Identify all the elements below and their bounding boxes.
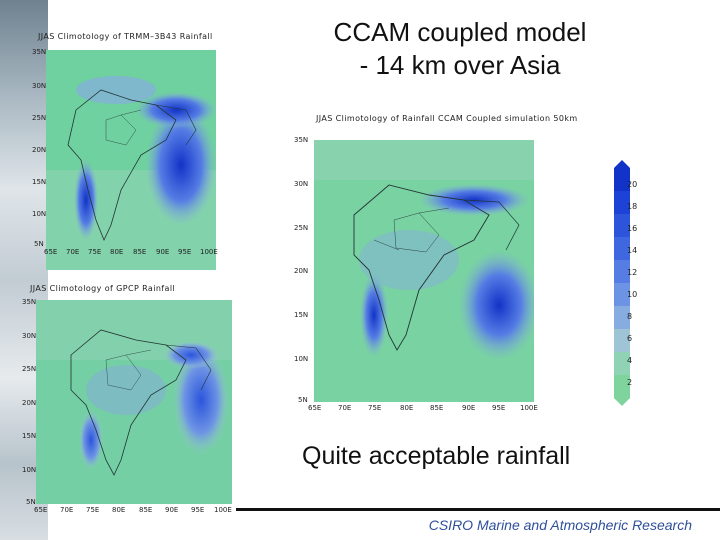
tick-label: 80E <box>400 404 414 412</box>
slide-title-line2: - 14 km over Asia <box>359 50 561 80</box>
colorbar-label: 6 <box>627 334 633 343</box>
colorbar-swatch <box>614 191 630 215</box>
tick-label: 10N <box>22 466 37 474</box>
tick-label: 35N <box>294 136 309 144</box>
colorbar-swatch <box>614 260 630 284</box>
colorbar-swatch <box>614 283 630 307</box>
tick-label: 95E <box>178 248 192 256</box>
map-gpcp <box>36 300 232 504</box>
tick-label: 10N <box>294 355 309 363</box>
tick-label: 5N <box>26 498 36 506</box>
map-panel-ccam: JJAS Climotology of Rainfall CCAM Couple… <box>290 112 650 422</box>
colorbar-scale <box>614 160 630 406</box>
tick-label: 80E <box>110 248 124 256</box>
tick-label: 5N <box>34 240 44 248</box>
colorbar-label: 2 <box>627 378 633 387</box>
colorbar-swatch <box>614 237 630 261</box>
tick-label: 100E <box>214 506 232 514</box>
map-panel-trmm: JJAS Climotology of TRMM–3B43 Rainfall 3… <box>20 26 230 270</box>
tick-label: 20N <box>22 399 37 407</box>
colorbar-label: 16 <box>627 224 638 233</box>
colorbar-label: 8 <box>627 312 633 321</box>
tick-label: 85E <box>430 404 444 412</box>
tick-label: 95E <box>492 404 506 412</box>
colorbar-swatch <box>614 306 630 330</box>
colorbar-swatch <box>614 329 630 353</box>
tick-label: 35N <box>22 298 37 306</box>
colorbar-label: 18 <box>627 202 638 211</box>
map-trmm <box>46 50 216 270</box>
tick-label: 80E <box>112 506 126 514</box>
tick-label: 85E <box>133 248 147 256</box>
tick-label: 25N <box>22 365 37 373</box>
tick-label: 85E <box>139 506 153 514</box>
colorbar-swatch <box>614 214 630 238</box>
tick-label: 15N <box>22 432 37 440</box>
tick-label: 65E <box>44 248 58 256</box>
tick-label: 100E <box>520 404 538 412</box>
tick-label: 70E <box>60 506 74 514</box>
tick-label: 20N <box>32 146 47 154</box>
tick-label: 100E <box>200 248 218 256</box>
colorbar-swatch <box>614 375 630 399</box>
colorbar-label: 12 <box>627 268 638 277</box>
tick-label: 70E <box>338 404 352 412</box>
tick-label: 35N <box>32 48 47 56</box>
tick-label: 15N <box>294 311 309 319</box>
colorbar-swatch <box>614 168 630 192</box>
slide-caption: Quite acceptable rainfall <box>302 442 571 470</box>
tick-label: 20N <box>294 267 309 275</box>
map-title-ccam: JJAS Climotology of Rainfall CCAM Couple… <box>316 114 578 123</box>
tick-label: 25N <box>32 114 47 122</box>
tick-label: 30N <box>22 332 37 340</box>
tick-label: 30N <box>294 180 309 188</box>
colorbar-label: 20 <box>627 180 638 189</box>
colorbar-label: 4 <box>627 356 633 365</box>
tick-label: 75E <box>86 506 100 514</box>
tick-label: 95E <box>191 506 205 514</box>
tick-label: 90E <box>165 506 179 514</box>
tick-label: 65E <box>34 506 48 514</box>
tick-label: 10N <box>32 210 47 218</box>
tick-label: 25N <box>294 224 309 232</box>
tick-label: 70E <box>66 248 80 256</box>
footer-organization: CSIRO Marine and Atmospheric Research <box>428 517 692 533</box>
map-title-trmm: JJAS Climotology of TRMM–3B43 Rainfall <box>38 32 213 41</box>
map-panel-gpcp: JJAS Climotology of GPCP Rainfall 35N 30… <box>8 282 238 517</box>
tick-label: 75E <box>368 404 382 412</box>
slide-title-line1: CCAM coupled model <box>333 17 587 47</box>
map-ccam <box>314 140 534 402</box>
colorbar-swatch <box>614 352 630 376</box>
colorbar-label: 10 <box>627 290 638 299</box>
tick-label: 75E <box>88 248 102 256</box>
footer-divider <box>236 508 720 511</box>
tick-label: 5N <box>298 396 308 404</box>
tick-label: 90E <box>156 248 170 256</box>
colorbar-label: 14 <box>627 246 638 255</box>
tick-label: 65E <box>308 404 322 412</box>
tick-label: 15N <box>32 178 47 186</box>
map-title-gpcp: JJAS Climotology of GPCP Rainfall <box>30 284 176 293</box>
tick-label: 90E <box>462 404 476 412</box>
slide-title: CCAM coupled model - 14 km over Asia <box>300 16 620 82</box>
tick-label: 30N <box>32 82 47 90</box>
